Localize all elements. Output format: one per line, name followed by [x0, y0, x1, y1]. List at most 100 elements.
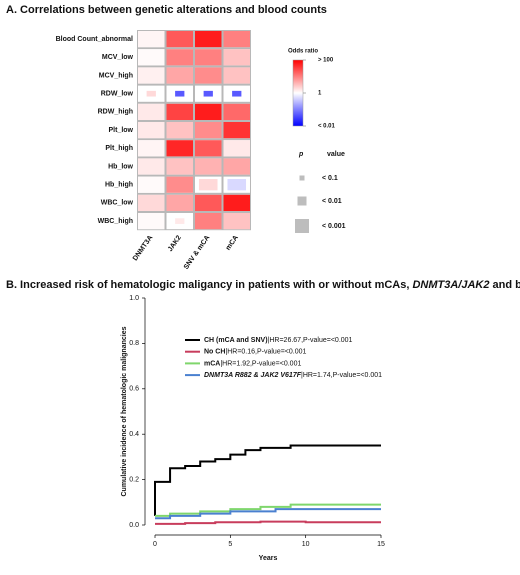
- y-axis-label: Cumulative incidence of hematologic mali…: [121, 326, 128, 496]
- cell: [223, 103, 250, 120]
- cell: [223, 31, 250, 48]
- cell: [138, 158, 165, 175]
- cell: [166, 158, 193, 175]
- cell: [175, 90, 185, 97]
- cell: [223, 67, 250, 84]
- x-tick-label: 15: [377, 541, 385, 548]
- row-label: MCV_high: [99, 72, 133, 79]
- cell: [195, 158, 222, 175]
- row-label: Plt_high: [105, 145, 133, 152]
- y-tick-label: 0.2: [129, 476, 139, 483]
- cell: [166, 122, 193, 139]
- row-label: Plt_low: [108, 127, 133, 134]
- panel-b-title: B. Increased risk of hematologic maligan…: [6, 279, 520, 291]
- size-legend-title: value: [327, 151, 345, 158]
- cell: [195, 140, 222, 157]
- cell: [195, 67, 222, 84]
- legend-annotation: |HR=1.92,P-value=<0.001: [220, 360, 301, 367]
- cell: [138, 49, 165, 66]
- size-legend-title: p: [298, 151, 304, 158]
- row-label: Blood Count_abnormal: [56, 36, 133, 43]
- legend-entry: No CH|HR=0.16,P-value=<0.001: [204, 349, 307, 356]
- cell: [195, 103, 222, 120]
- colorbar-label: 1: [318, 91, 322, 97]
- cell: [175, 218, 185, 224]
- cell: [138, 213, 165, 230]
- size-legend-label: < 0.001: [322, 223, 346, 230]
- colorbar-label: > 100: [318, 58, 334, 64]
- cell: [232, 90, 242, 97]
- colorbar-label: < 0.01: [318, 124, 336, 130]
- x-tick-label: 5: [228, 541, 232, 548]
- legend-entry: mCA|HR=1.92,P-value=<0.001: [204, 360, 301, 367]
- cell: [138, 67, 165, 84]
- cell: [195, 213, 222, 230]
- cell: [195, 49, 222, 66]
- cell: [195, 194, 222, 211]
- row-label: RDW_low: [101, 91, 134, 98]
- cell: [227, 179, 247, 191]
- series-line: [154, 444, 381, 516]
- column-label: SNV & mCA: [183, 234, 211, 271]
- cell: [146, 90, 156, 97]
- title-part: and both: [489, 279, 520, 291]
- cell: [195, 122, 222, 139]
- legend-name: mCA: [204, 360, 220, 367]
- cell: [223, 122, 250, 139]
- cell: [138, 176, 165, 193]
- x-axis-label: Years: [259, 555, 278, 562]
- size-legend-swatch: [297, 196, 307, 206]
- cell: [223, 49, 250, 66]
- y-tick-label: 0.8: [129, 340, 139, 347]
- cell: [223, 140, 250, 157]
- legend-annotation: |HR=0.16,P-value=<0.001: [225, 349, 306, 356]
- cell: [166, 67, 193, 84]
- size-legend-label: < 0.01: [322, 198, 342, 205]
- row-label: Hb_low: [108, 163, 133, 170]
- cell: [138, 140, 165, 157]
- x-tick-label: 0: [153, 541, 157, 548]
- cell: [166, 140, 193, 157]
- cell: [195, 31, 222, 48]
- legend-entry: DNMT3A R882 & JAK2 V617F|HR=1.74,P-value…: [204, 372, 382, 379]
- legend-annotation: |HR=1.74,P-value=<0.001: [301, 372, 382, 379]
- cell: [223, 194, 250, 211]
- cell: [138, 103, 165, 120]
- row-label: WBC_high: [98, 218, 133, 225]
- y-tick-label: 1.0: [129, 295, 139, 302]
- row-label: MCV_low: [102, 54, 134, 61]
- panel-a-title: A. Correlations between genetic alterati…: [6, 4, 327, 16]
- series-line: [155, 520, 381, 525]
- series-line: [155, 503, 381, 517]
- cell: [138, 31, 165, 48]
- legend-name: No CH: [204, 349, 225, 356]
- row-label: WBC_low: [101, 200, 134, 207]
- cell: [166, 31, 193, 48]
- cell: [138, 122, 165, 139]
- column-label: mCA: [225, 234, 240, 251]
- cell: [223, 158, 250, 175]
- column-label: DNMT3A: [132, 234, 154, 262]
- size-legend-label: < 0.1: [322, 175, 338, 182]
- cell: [223, 213, 250, 230]
- row-label: RDW_high: [98, 109, 133, 116]
- size-legend-swatch: [299, 175, 305, 181]
- row-label: Hb_high: [105, 182, 133, 189]
- colorbar: [292, 59, 304, 127]
- cell: [166, 49, 193, 66]
- cell: [203, 90, 213, 97]
- y-tick-label: 0.4: [129, 431, 139, 438]
- legend-annotation: |HR=26.67,P-value=<0.001: [268, 337, 353, 344]
- legend-name: DNMT3A R882 & JAK2 V617F: [204, 372, 302, 379]
- cell: [166, 103, 193, 120]
- legend-entry: CH (mCA and SNV)|HR=26.67,P-value=<0.001: [204, 337, 353, 344]
- column-label: JAK2: [167, 234, 183, 253]
- cell: [166, 194, 193, 211]
- size-legend-swatch: [295, 219, 309, 233]
- x-tick-label: 10: [302, 541, 310, 548]
- title-part: B. Increased risk of hematologic maligan…: [6, 279, 412, 291]
- title-part: DNMT3A/JAK2: [412, 279, 489, 291]
- y-tick-label: 0.6: [129, 386, 139, 393]
